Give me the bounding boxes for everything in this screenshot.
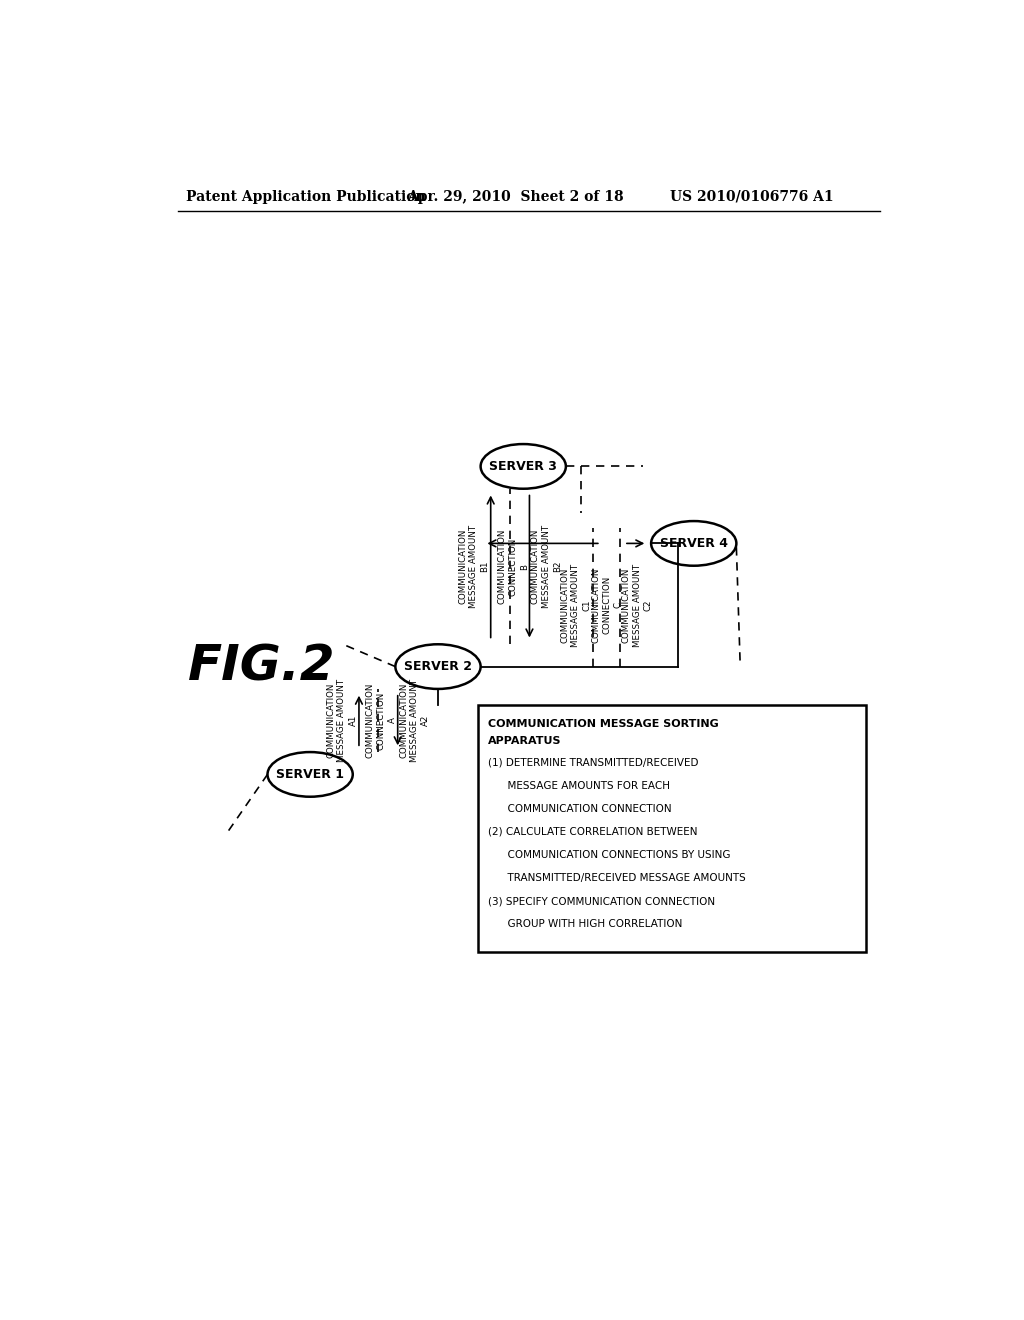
Text: COMMUNICATION
MESSAGE AMOUNT
C1: COMMUNICATION MESSAGE AMOUNT C1	[560, 564, 592, 647]
Text: SERVER 2: SERVER 2	[404, 660, 472, 673]
Text: US 2010/0106776 A1: US 2010/0106776 A1	[671, 190, 835, 203]
Text: COMMUNICATION
CONNECTION
C: COMMUNICATION CONNECTION C	[591, 568, 623, 643]
Text: SERVER 3: SERVER 3	[489, 459, 557, 473]
Bar	[478, 705, 866, 952]
Text: COMMUNICATION
CONNECTION
A: COMMUNICATION CONNECTION A	[366, 682, 397, 758]
Text: COMMUNICATION
CONNECTION
B: COMMUNICATION CONNECTION B	[498, 529, 528, 605]
Text: APPARATUS: APPARATUS	[487, 737, 561, 746]
Text: TRANSMITTED/RECEIVED MESSAGE AMOUNTS: TRANSMITTED/RECEIVED MESSAGE AMOUNTS	[487, 873, 745, 883]
Text: COMMUNICATION
MESSAGE AMOUNT
B1: COMMUNICATION MESSAGE AMOUNT B1	[458, 525, 489, 609]
Text: COMMUNICATION CONNECTION: COMMUNICATION CONNECTION	[487, 804, 671, 813]
Text: SERVER 4: SERVER 4	[659, 537, 728, 550]
Text: (2) CALCULATE CORRELATION BETWEEN: (2) CALCULATE CORRELATION BETWEEN	[487, 826, 697, 837]
Text: COMMUNICATION CONNECTIONS BY USING: COMMUNICATION CONNECTIONS BY USING	[487, 850, 730, 859]
Text: SERVER 1: SERVER 1	[276, 768, 344, 781]
Text: COMMUNICATION
MESSAGE AMOUNT
B2: COMMUNICATION MESSAGE AMOUNT B2	[530, 525, 562, 609]
Text: FIG.2: FIG.2	[188, 643, 336, 690]
Text: COMMUNICATION
MESSAGE AMOUNT
A2: COMMUNICATION MESSAGE AMOUNT A2	[399, 678, 430, 762]
Text: (3) SPECIFY COMMUNICATION CONNECTION: (3) SPECIFY COMMUNICATION CONNECTION	[487, 896, 715, 906]
Text: COMMUNICATION MESSAGE SORTING: COMMUNICATION MESSAGE SORTING	[487, 719, 719, 729]
Text: GROUP WITH HIGH CORRELATION: GROUP WITH HIGH CORRELATION	[487, 919, 682, 929]
Text: MESSAGE AMOUNTS FOR EACH: MESSAGE AMOUNTS FOR EACH	[487, 780, 670, 791]
Text: Patent Application Publication: Patent Application Publication	[186, 190, 426, 203]
Text: Apr. 29, 2010  Sheet 2 of 18: Apr. 29, 2010 Sheet 2 of 18	[407, 190, 624, 203]
Text: COMMUNICATION
MESSAGE AMOUNT
A1: COMMUNICATION MESSAGE AMOUNT A1	[327, 678, 357, 762]
Text: COMMUNICATION
MESSAGE AMOUNT
C2: COMMUNICATION MESSAGE AMOUNT C2	[622, 564, 652, 647]
Text: (1) DETERMINE TRANSMITTED/RECEIVED: (1) DETERMINE TRANSMITTED/RECEIVED	[487, 758, 698, 767]
